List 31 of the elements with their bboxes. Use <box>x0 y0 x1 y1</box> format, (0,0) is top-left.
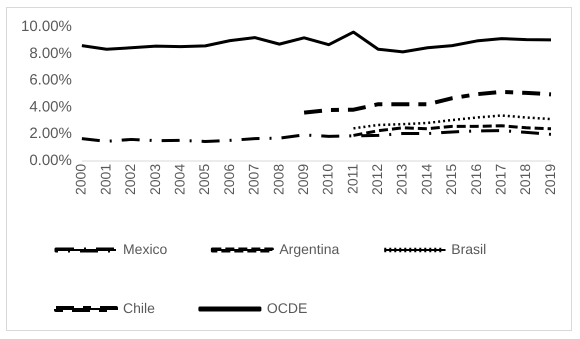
y-tick-label: 4.00% <box>29 98 72 116</box>
legend-label: Mexico <box>123 240 168 257</box>
legend-label: Chile <box>123 300 156 316</box>
x-tick-label: 2016 <box>468 164 484 196</box>
x-tick-label: 2001 <box>97 164 114 196</box>
x-tick-label: 2009 <box>294 164 311 196</box>
x-tick-label: 2002 <box>122 164 138 196</box>
x-tick-label: 2012 <box>369 164 386 196</box>
x-tick-label: 2003 <box>146 164 163 196</box>
y-tick-label: 2.00% <box>29 125 72 142</box>
x-tick-label: 2019 <box>542 164 558 196</box>
x-tick-label: 2013 <box>394 164 410 196</box>
x-tick-label: 2011 <box>344 164 360 194</box>
x-tick-label: 2017 <box>492 164 508 196</box>
y-tick-label: 10.00% <box>21 18 72 36</box>
legend-label: Brasil <box>451 240 486 257</box>
x-tick-label: 2006 <box>220 164 237 196</box>
x-tick-label: 2018 <box>517 164 534 196</box>
legend-label: Argentina <box>279 240 340 257</box>
y-tick-label: 0.00% <box>29 152 72 169</box>
x-tick-label: 2005 <box>196 164 212 196</box>
legend-label: OCDE <box>266 300 308 316</box>
x-tick-label: 2004 <box>171 164 188 196</box>
x-tick-label: 2000 <box>72 164 89 196</box>
x-tick-label: 2008 <box>270 164 286 196</box>
y-tick-label: 8.00% <box>29 44 72 62</box>
y-tick-label: 6.00% <box>29 72 72 89</box>
x-tick-label: 2010 <box>320 164 336 196</box>
x-tick-label: 2015 <box>443 164 460 196</box>
x-tick-label: 2014 <box>418 164 434 196</box>
x-tick-label: 2007 <box>246 164 262 196</box>
